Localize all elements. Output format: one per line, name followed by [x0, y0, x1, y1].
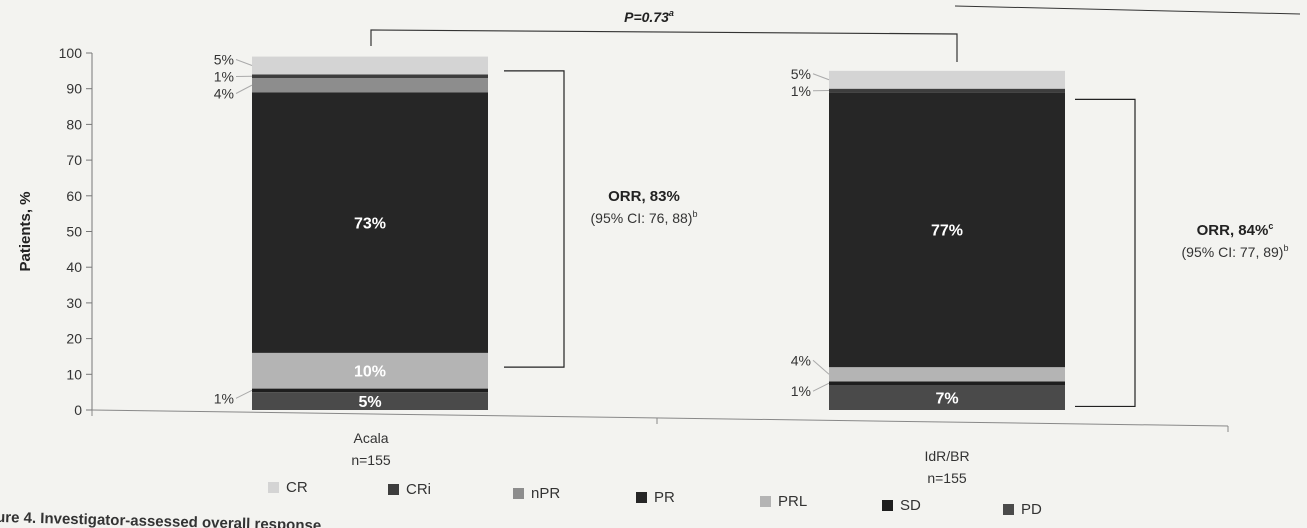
orr-title: ORR, 83%: [608, 188, 680, 205]
y-tick-label: 90: [66, 81, 82, 97]
segment-label: 4%: [214, 85, 234, 101]
legend-swatch-sd: [882, 500, 893, 511]
y-tick-label: 10: [66, 366, 82, 382]
orr-title-text: ORR, 84%: [1197, 222, 1269, 239]
orr-ci: (95% CI: 76, 88)b: [591, 209, 698, 226]
category-label: IdR/BR: [924, 448, 969, 464]
legend-label: SD: [900, 497, 921, 514]
legend-swatch-prl: [760, 496, 771, 507]
legend-swatch-pr: [636, 492, 647, 503]
leader-line: [235, 389, 253, 399]
legend: CR CRi nPR PR PRL SD PD ure 4. Investigator-ass…: [0, 479, 1042, 528]
y-tick-label: 60: [66, 188, 82, 204]
bar-segment-cri: [252, 74, 488, 78]
segment-label: 5%: [791, 66, 811, 82]
leader-line: [235, 84, 253, 94]
legend-label: PRL: [778, 493, 807, 510]
y-tick-label: 80: [66, 116, 82, 132]
y-tick-label: 100: [59, 45, 83, 61]
y-tick-label: 30: [66, 295, 82, 311]
orr-title-footnote: c: [1268, 221, 1273, 231]
bar-segment-npr: [252, 77, 488, 93]
bar-segment-pr: [829, 92, 1065, 368]
y-tick-label: 20: [66, 331, 82, 347]
bar-segment-pd: [829, 385, 1065, 410]
p-value-bracket: [370, 29, 958, 62]
category-label: Acala: [353, 430, 388, 446]
y-tick-label: 40: [66, 259, 82, 275]
bar-segment-cri: [829, 88, 1065, 93]
x-axis-line: [91, 409, 1229, 427]
orr-bracket: [1075, 98, 1136, 408]
legend-swatch-npr: [513, 488, 524, 499]
bar-segment-prl: [829, 367, 1065, 382]
legend-label: CR: [286, 479, 308, 496]
segment-label: 1%: [791, 383, 811, 399]
legend-swatch-pd: [1003, 504, 1014, 515]
y-axis-title: Patients, %: [17, 191, 34, 271]
segment-label: 7%: [935, 391, 958, 408]
segment-label: 73%: [354, 216, 386, 233]
segment-label: 1%: [214, 390, 234, 406]
bar-segment-pr: [252, 92, 488, 353]
leader-line: [812, 359, 830, 375]
orr-title: ORR, 84%c: [1197, 221, 1274, 239]
orr-ci-text: (95% CI: 77, 89): [1182, 244, 1284, 260]
orr-bracket: [504, 70, 565, 368]
legend-swatch-cri: [388, 484, 399, 495]
leader-line: [812, 73, 830, 81]
category-sublabel: n=155: [351, 452, 391, 468]
segment-label: 10%: [354, 364, 386, 381]
segment-label: 5%: [214, 51, 234, 67]
segment-label: 77%: [931, 223, 963, 240]
y-tick-label: 70: [66, 152, 82, 168]
legend-label: PR: [654, 489, 675, 506]
legend-label: nPR: [531, 485, 560, 502]
segment-label: 1%: [791, 83, 811, 99]
figure-caption: ure 4. Investigator-assessed overall res…: [0, 509, 321, 528]
orr-ci-text: (95% CI: 76, 88): [591, 210, 693, 226]
orr-ci-footnote: b: [692, 209, 697, 219]
bar-segment-cr: [829, 70, 1065, 89]
bar-segment-pd: [252, 392, 488, 410]
bar-segment-sd: [252, 388, 488, 393]
p-value-label: P=0.73a: [624, 8, 674, 25]
segment-labels: 5%10%73%5%1%4%1% 7%77%5%1%1%4%: [214, 51, 963, 411]
bar-segment-prl: [252, 352, 488, 389]
legend-label: PD: [1021, 501, 1042, 518]
y-tick-label: 50: [66, 224, 82, 240]
bar-segment-cr: [252, 56, 488, 75]
leader-line: [235, 59, 253, 66]
segment-label: 4%: [791, 352, 811, 368]
legend-label: CRi: [406, 481, 431, 498]
p-value-footnote: a: [669, 8, 674, 18]
bars: [252, 56, 1065, 410]
orr-ci-footnote: b: [1283, 243, 1288, 253]
leader-line: [812, 382, 830, 392]
segment-label: 5%: [358, 394, 381, 411]
orr-title-text: ORR, 83%: [608, 188, 680, 205]
segment-label: 1%: [214, 68, 234, 84]
orr-ci: (95% CI: 77, 89)b: [1182, 243, 1289, 260]
p-value-text: P=0.73: [624, 9, 669, 25]
y-tick-label: 0: [74, 402, 82, 418]
category-sublabel: n=155: [927, 470, 967, 486]
top-rule-line: [954, 5, 1301, 15]
bar-segment-sd: [829, 381, 1065, 386]
legend-swatch-cr: [268, 482, 279, 493]
axes: 0 10 20 30 40 50 60 70 80 90 100 Patients, % Acala n=…: [17, 45, 1229, 486]
